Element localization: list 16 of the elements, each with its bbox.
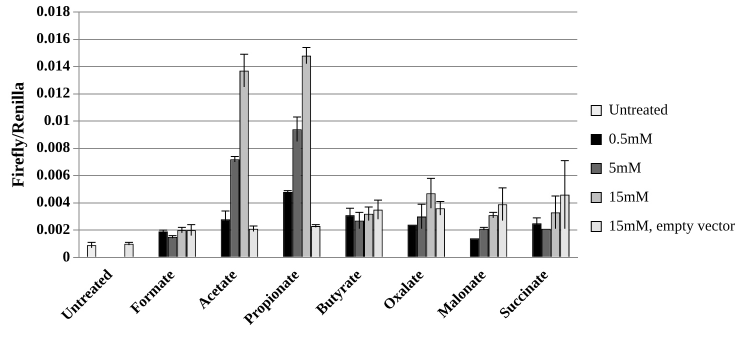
y-axis-title: Firefly/Renilla xyxy=(8,81,28,188)
legend-label: 0.5mM xyxy=(608,131,653,148)
y-tick-label: 0.014 xyxy=(36,58,71,74)
legend-label: Untreated xyxy=(608,102,668,118)
legend-label: 15mM xyxy=(608,189,649,206)
legend-label: 15mM, empty vector xyxy=(608,218,736,234)
y-tick-label: 0.012 xyxy=(36,86,70,102)
y-tick-label: 0.006 xyxy=(36,167,71,184)
y-tick-label: 0.002 xyxy=(36,222,70,238)
y-tick-label: 0.01 xyxy=(44,112,70,129)
legend-label: 5mM xyxy=(608,160,642,176)
y-tick-label: 0.008 xyxy=(36,140,70,156)
y-tick-label: 0 xyxy=(62,249,70,266)
y-tick-label: 0.004 xyxy=(36,194,71,211)
y-tick-label: 0.018 xyxy=(36,4,70,20)
y-tick-label: 0.016 xyxy=(36,31,71,48)
